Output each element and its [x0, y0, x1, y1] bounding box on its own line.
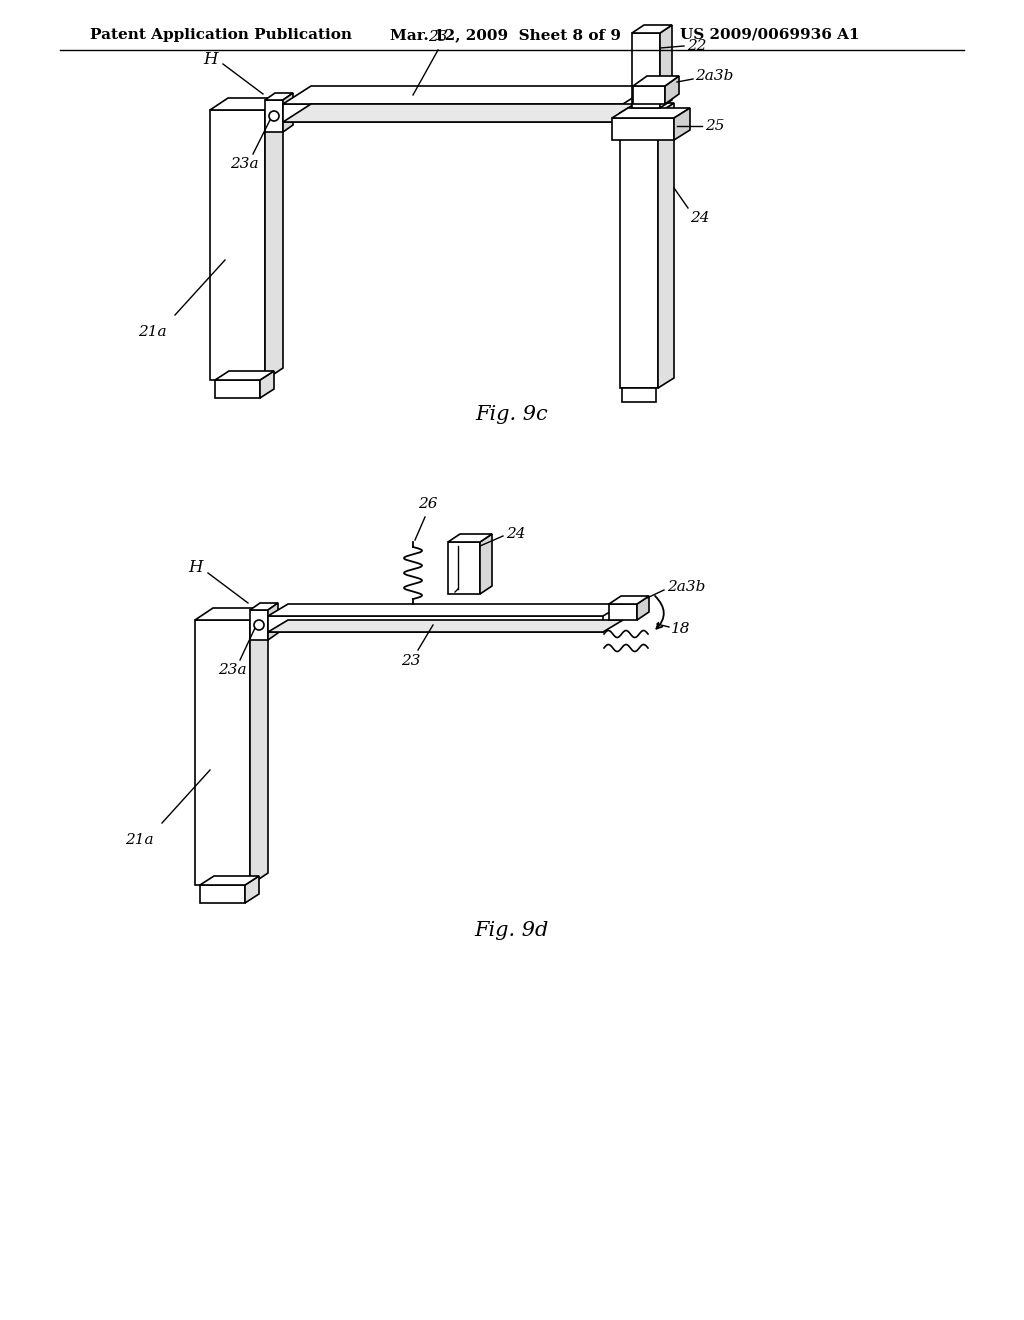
Polygon shape — [674, 108, 690, 140]
Polygon shape — [658, 103, 674, 388]
Polygon shape — [210, 98, 283, 110]
Text: Fig. 9d: Fig. 9d — [475, 920, 549, 940]
Polygon shape — [268, 620, 623, 632]
Text: H: H — [188, 560, 203, 577]
Polygon shape — [268, 605, 623, 616]
Polygon shape — [215, 371, 274, 380]
Polygon shape — [268, 603, 278, 640]
Polygon shape — [480, 535, 492, 594]
Text: US 2009/0069936 A1: US 2009/0069936 A1 — [680, 28, 859, 42]
Bar — [250, 610, 268, 640]
Bar — [633, 86, 665, 104]
Text: 24: 24 — [690, 211, 710, 224]
Bar — [622, 388, 656, 403]
Circle shape — [269, 111, 279, 121]
Text: Patent Application Publication: Patent Application Publication — [90, 28, 352, 42]
Polygon shape — [620, 103, 674, 114]
Bar — [210, 110, 265, 380]
Polygon shape — [268, 616, 603, 632]
Polygon shape — [283, 104, 623, 121]
Text: 26: 26 — [418, 498, 437, 511]
Bar — [609, 605, 637, 620]
Polygon shape — [195, 609, 268, 620]
Text: 2a3b: 2a3b — [695, 69, 733, 83]
Polygon shape — [283, 86, 651, 104]
Polygon shape — [449, 535, 492, 543]
Polygon shape — [633, 77, 679, 86]
Polygon shape — [250, 609, 268, 884]
Polygon shape — [265, 92, 293, 100]
Bar — [620, 114, 658, 388]
Polygon shape — [609, 597, 649, 605]
Bar — [195, 620, 250, 884]
Text: 23: 23 — [401, 653, 421, 668]
Text: 22: 22 — [687, 40, 707, 53]
Text: 21a: 21a — [125, 833, 154, 847]
Bar — [612, 117, 674, 140]
Polygon shape — [283, 92, 293, 132]
Text: 18: 18 — [671, 622, 690, 636]
Text: 2a3b: 2a3b — [667, 579, 706, 594]
Text: 23: 23 — [428, 30, 447, 44]
Bar — [632, 33, 660, 108]
Polygon shape — [612, 108, 690, 117]
Polygon shape — [660, 25, 672, 108]
Text: 21a: 21a — [138, 325, 167, 339]
Polygon shape — [245, 876, 259, 903]
Text: 23a: 23a — [230, 157, 259, 172]
Text: H: H — [203, 51, 217, 69]
Polygon shape — [637, 597, 649, 620]
Text: 25: 25 — [705, 119, 725, 133]
Polygon shape — [200, 876, 259, 884]
Polygon shape — [283, 104, 651, 121]
Bar — [215, 380, 260, 399]
Polygon shape — [632, 25, 672, 33]
Bar — [449, 543, 480, 594]
Bar — [200, 884, 245, 903]
Text: 24: 24 — [506, 527, 525, 541]
Polygon shape — [260, 371, 274, 399]
Text: 23a: 23a — [218, 663, 247, 677]
Bar — [265, 100, 283, 132]
Circle shape — [254, 620, 264, 630]
Polygon shape — [250, 603, 278, 610]
Text: Fig. 9c: Fig. 9c — [475, 405, 549, 425]
Polygon shape — [665, 77, 679, 104]
Polygon shape — [265, 98, 283, 380]
Text: Mar. 12, 2009  Sheet 8 of 9: Mar. 12, 2009 Sheet 8 of 9 — [390, 28, 621, 42]
